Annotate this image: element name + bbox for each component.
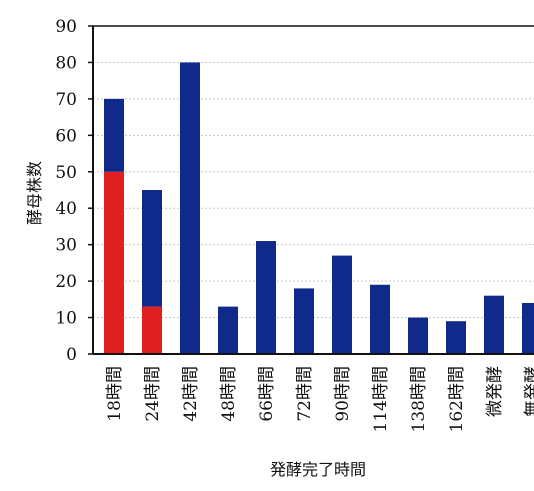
y-tick-label: 40 xyxy=(55,199,77,219)
x-category-label: 18時間 xyxy=(105,366,125,422)
bar-segment xyxy=(218,306,238,354)
bar-segment xyxy=(104,171,124,354)
bar-segment xyxy=(104,98,124,172)
bar-segment xyxy=(332,255,352,354)
y-axis-title: 酵母株数 xyxy=(25,161,44,225)
x-category-label: 66時間 xyxy=(257,366,277,422)
bar-segment xyxy=(256,241,276,354)
bar-segment xyxy=(180,62,200,354)
x-categories-layer: 18時間 24時間 42時間 48時間 66時間 72時間 90時間 114時間 138時間 16… xyxy=(105,366,534,432)
bar-segment xyxy=(142,306,162,354)
bar-segment xyxy=(408,317,428,354)
y-tick-label: 60 xyxy=(55,126,77,146)
grid-layer xyxy=(93,61,534,319)
bar-segment xyxy=(370,284,390,354)
y-tick-label: 80 xyxy=(55,53,77,73)
y-tick-label: 0 xyxy=(66,345,77,365)
bar-segment xyxy=(522,302,534,354)
y-tick-label: 70 xyxy=(55,90,77,110)
x-category-label: 微発酵 xyxy=(485,366,505,417)
x-category-label: 無発酵 xyxy=(523,366,534,417)
x-axis-title: 発酵完了時間 xyxy=(270,460,366,479)
bar-segment xyxy=(142,190,162,307)
bar-segment xyxy=(446,321,466,354)
x-category-label: 24時間 xyxy=(143,366,163,422)
x-category-label: 138時間 xyxy=(409,366,429,432)
bar-segment xyxy=(484,295,504,354)
axes-layer xyxy=(92,25,534,355)
y-tick-label: 20 xyxy=(55,272,77,292)
bars-layer xyxy=(104,62,534,354)
y-tick-label: 10 xyxy=(55,309,77,329)
y-tick-label: 30 xyxy=(55,236,77,256)
y-ticks-layer: 0 10 20 30 40 50 60 70 80 90 xyxy=(55,17,93,365)
x-category-label: 72時間 xyxy=(295,366,315,422)
x-category-label: 114時間 xyxy=(371,366,391,432)
y-tick-label: 90 xyxy=(55,17,77,37)
y-tick-label: 50 xyxy=(55,163,77,183)
bar-segment xyxy=(294,288,314,354)
x-category-label: 90時間 xyxy=(333,366,353,422)
x-category-label: 162時間 xyxy=(447,366,467,432)
x-category-label: 48時間 xyxy=(219,366,239,422)
x-category-label: 42時間 xyxy=(181,366,201,422)
